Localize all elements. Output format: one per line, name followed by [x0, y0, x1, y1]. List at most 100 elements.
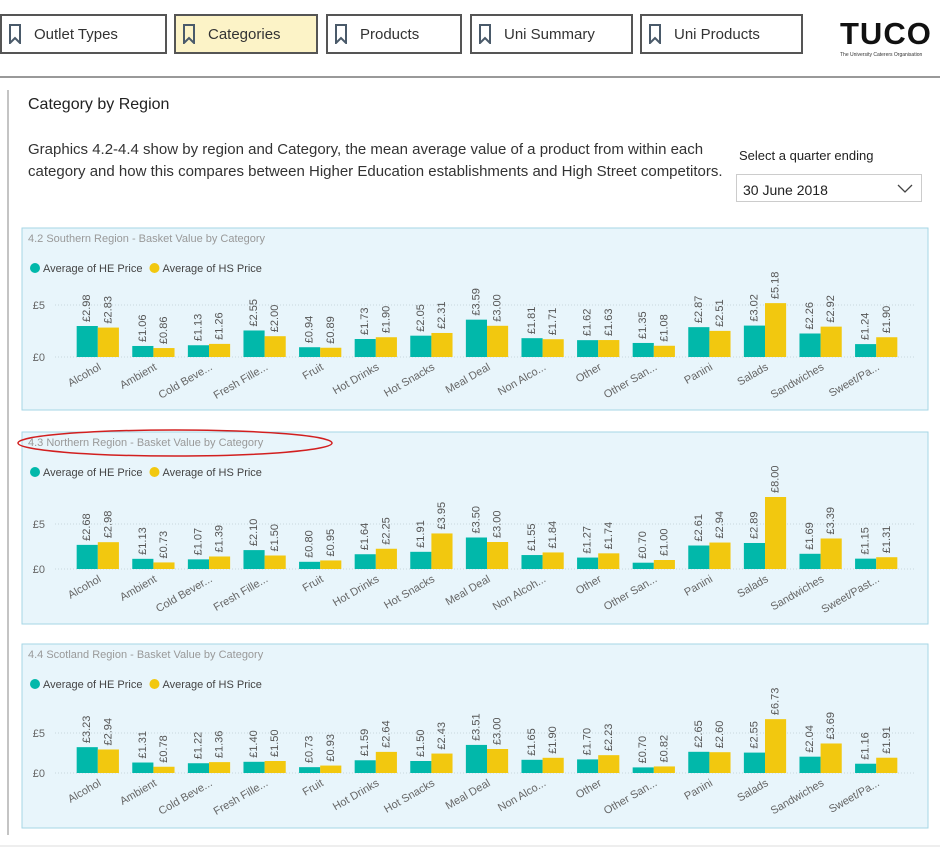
data-label: £3.59 [470, 288, 482, 316]
bookmark-icon [479, 24, 491, 44]
tab[interactable]: Categories [174, 14, 318, 54]
bar [487, 542, 509, 569]
data-label: £0.95 [325, 529, 337, 557]
data-label: £2.26 [804, 302, 816, 330]
tab-label: Categories [208, 25, 281, 43]
bar [765, 303, 787, 357]
bookmark-icon [335, 24, 347, 44]
data-label: £8.00 [770, 465, 782, 493]
data-label: £2.61 [693, 514, 705, 542]
bar [709, 752, 731, 773]
bar [132, 558, 154, 569]
data-label: £1.63 [603, 309, 615, 337]
bookmark-icon [9, 24, 21, 44]
data-label: £2.05 [415, 304, 427, 332]
tab[interactable]: Uni Summary [470, 14, 633, 54]
data-label: £1.50 [269, 524, 281, 552]
data-label: £2.94 [102, 718, 114, 746]
bar [375, 337, 397, 357]
bar [431, 753, 453, 773]
data-label: £2.10 [248, 519, 260, 547]
bar [465, 744, 487, 773]
tab-label: Uni Products [674, 25, 760, 43]
bar [410, 761, 432, 773]
bar [187, 763, 209, 773]
data-label: £1.71 [547, 308, 559, 336]
data-label: £0.80 [304, 530, 316, 558]
tab-label: Outlet Types [34, 25, 118, 43]
bar [375, 751, 397, 773]
data-label: £0.89 [325, 316, 337, 344]
bar [97, 542, 119, 569]
tab[interactable]: Uni Products [640, 14, 803, 54]
data-label: £3.69 [825, 712, 837, 740]
data-label: £0.86 [158, 317, 170, 345]
data-label: £0.94 [304, 316, 316, 344]
y-tick-label: £5 [33, 728, 45, 740]
data-label: £2.87 [693, 296, 705, 324]
logo-subtitle: The University Caterers Organisation [840, 52, 923, 58]
filter-label: Select a quarter ending [739, 148, 874, 163]
data-label: £0.70 [637, 531, 649, 559]
legend-label: Average of HS Price [162, 467, 261, 479]
data-label: £3.00 [492, 510, 504, 538]
bar [209, 343, 231, 357]
data-label: £1.90 [547, 726, 559, 754]
bar [187, 345, 209, 357]
legend-swatch [30, 679, 40, 689]
bar [820, 326, 842, 357]
dropdown[interactable]: 30 June 2018 [736, 174, 922, 202]
bar [688, 545, 710, 569]
data-label: £1.39 [214, 525, 226, 553]
data-label: £3.00 [492, 294, 504, 322]
bar [410, 551, 432, 569]
bar [354, 760, 376, 773]
bar [299, 561, 321, 569]
bar [820, 743, 842, 773]
data-label: £2.00 [269, 305, 281, 333]
legend-swatch [149, 263, 160, 273]
data-label: £0.93 [325, 734, 337, 762]
bar [577, 340, 599, 357]
bar [243, 550, 265, 569]
data-label: £2.55 [248, 299, 260, 327]
bar [320, 560, 342, 569]
data-label: £1.26 [214, 312, 226, 340]
data-label: £1.00 [658, 528, 670, 556]
bar [431, 533, 453, 569]
y-tick-label: £5 [33, 300, 45, 312]
legend-swatch [30, 467, 40, 477]
data-label: £1.31 [881, 526, 893, 554]
tab[interactable]: Products [326, 14, 462, 54]
tab[interactable]: Outlet Types [0, 14, 167, 54]
description: Graphics 4.2-4.4 show by region and Cate… [28, 141, 723, 180]
data-label: £2.94 [714, 511, 726, 539]
bar [76, 747, 98, 773]
logo-title: TUCO [840, 16, 932, 51]
logo: TUCO The University Caterers Organisatio… [840, 16, 935, 58]
chart-title: 4.2 Southern Region - Basket Value by Ca… [28, 233, 266, 245]
bar [653, 766, 675, 773]
bar [354, 554, 376, 569]
data-label: £2.23 [603, 724, 615, 752]
data-label: £1.62 [582, 309, 594, 337]
data-label: £1.22 [192, 732, 204, 760]
y-tick-label: £5 [33, 519, 45, 531]
data-label: £2.51 [714, 299, 726, 327]
data-label: £0.78 [158, 735, 170, 763]
bar [153, 766, 175, 773]
data-label: £3.00 [492, 717, 504, 745]
bar [209, 762, 231, 773]
chart: 4.2 Southern Region - Basket Value by Ca… [21, 227, 929, 411]
bar [521, 759, 543, 773]
bar [688, 327, 710, 357]
data-label: £1.91 [881, 726, 893, 754]
tab-label: Uni Summary [504, 25, 595, 43]
data-label: £1.91 [415, 520, 427, 548]
data-label: £1.90 [380, 306, 392, 334]
page-title: Category by Region [28, 96, 170, 113]
bar [577, 759, 599, 773]
data-label: £1.69 [804, 522, 816, 550]
bar [542, 339, 564, 357]
bar [487, 749, 509, 773]
